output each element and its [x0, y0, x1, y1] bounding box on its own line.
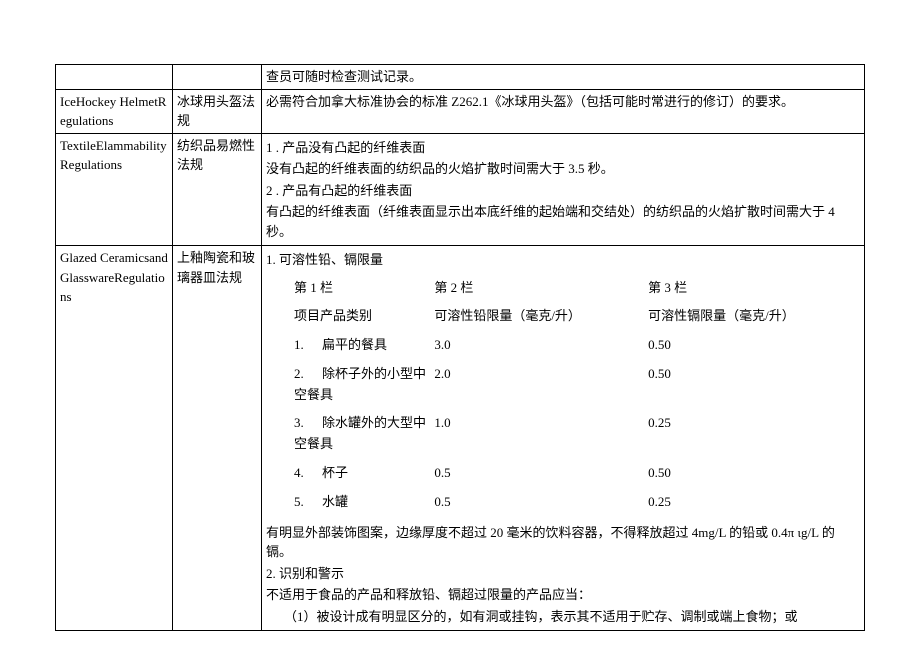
text-line: 没有凸起的纤维表面的纺织品的火焰扩散时间需大于 3.5 秒。: [266, 159, 860, 179]
limits-header-row: 项目产品类别 可溶性铅限量（毫克/升） 可溶性镉限量（毫克/升）: [266, 302, 860, 331]
note-text: 有明显外部装饰图案，边缘厚度不超过 20 毫米的饮料容器，不得释放超过 4mg/…: [266, 523, 860, 562]
limits-data-row: 4.杯子 0.5 0.50: [266, 459, 860, 488]
table-row: Glazed CeramicsandGlasswareRegulations 上…: [56, 246, 865, 631]
row-index: 1.: [294, 335, 322, 356]
cd-value: 0.50: [646, 459, 860, 488]
limits-data-row: 3.除水罐外的大型中空餐具 1.0 0.25: [266, 409, 860, 459]
item-name: 3.除水罐外的大型中空餐具: [266, 409, 432, 459]
row-index: 3.: [294, 413, 322, 434]
cell-content: 1. 可溶性铅、镉限量 第 1 栏 第 2 栏 第 3 栏 项目产品类别 可溶性…: [262, 246, 865, 631]
text-line: 有凸起的纤维表面（纤维表面显示出本底纤维的起始端和交结处）的纺织品的火焰扩散时间…: [266, 202, 860, 241]
cell-en-name: TextileElammabilityRegulations: [56, 133, 173, 246]
limits-data-row: 1.扁平的餐具 3.0 0.50: [266, 331, 860, 360]
cd-value: 0.50: [646, 360, 860, 410]
cell-cn-name: 纺织品易燃性法规: [173, 133, 262, 246]
table-row: TextileElammabilityRegulations 纺织品易燃性法规 …: [56, 133, 865, 246]
text-line: 1 . 产品没有凸起的纤维表面: [266, 138, 860, 158]
limits-table: 第 1 栏 第 2 栏 第 3 栏 项目产品类别 可溶性铅限量（毫克/升） 可溶…: [266, 274, 860, 517]
col-header-top: 第 2 栏: [432, 274, 646, 303]
row-index: 5.: [294, 492, 322, 513]
item-name: 2.除杯子外的小型中空餐具: [266, 360, 432, 410]
cell-en-name: Glazed CeramicsandGlasswareRegulations: [56, 246, 173, 631]
cell-en-name: [56, 65, 173, 90]
row-name: 扁平的餐具: [322, 337, 387, 352]
pb-value: 3.0: [432, 331, 646, 360]
pb-value: 1.0: [432, 409, 646, 459]
cd-value: 0.25: [646, 488, 860, 517]
regulations-table: 查员可随时检查测试记录。 IceHockey HelmetRegulations…: [55, 64, 865, 631]
text-line: 2 . 产品有凸起的纤维表面: [266, 181, 860, 201]
col-header-top: 第 1 栏: [266, 274, 432, 303]
row-index: 2.: [294, 364, 322, 385]
col-header-top: 第 3 栏: [646, 274, 860, 303]
col-header: 可溶性铅限量（毫克/升）: [432, 302, 646, 331]
cell-content: 1 . 产品没有凸起的纤维表面 没有凸起的纤维表面的纺织品的火焰扩散时间需大于 …: [262, 133, 865, 246]
cell-cn-name: 冰球用头盔法规: [173, 89, 262, 133]
cd-value: 0.25: [646, 409, 860, 459]
limits-header-row-top: 第 1 栏 第 2 栏 第 3 栏: [266, 274, 860, 303]
cell-en-name: IceHockey HelmetRegulations: [56, 89, 173, 133]
limits-data-row: 2.除杯子外的小型中空餐具 2.0 0.50: [266, 360, 860, 410]
row-index: 4.: [294, 463, 322, 484]
cell-content: 查员可随时检查测试记录。: [262, 65, 865, 90]
cell-cn-name: [173, 65, 262, 90]
item-name: 1.扁平的餐具: [266, 331, 432, 360]
pb-value: 0.5: [432, 488, 646, 517]
document-page: 查员可随时检查测试记录。 IceHockey HelmetRegulations…: [0, 0, 920, 651]
pb-value: 0.5: [432, 459, 646, 488]
pb-value: 2.0: [432, 360, 646, 410]
cd-value: 0.50: [646, 331, 860, 360]
section-heading: 1. 可溶性铅、镉限量: [266, 250, 860, 270]
section-heading: 2. 识别和警示: [266, 564, 860, 584]
limits-data-row: 5.水罐 0.5 0.25: [266, 488, 860, 517]
cell-cn-name: 上釉陶瓷和玻璃器皿法规: [173, 246, 262, 631]
cell-content: 必需符合加拿大标准协会的标准 Z262.1《冰球用头盔》（包括可能时常进行的修订…: [262, 89, 865, 133]
row-name: 杯子: [322, 465, 348, 480]
item-name: 4.杯子: [266, 459, 432, 488]
table-row: 查员可随时检查测试记录。: [56, 65, 865, 90]
row-name: 水罐: [322, 494, 348, 509]
table-row: IceHockey HelmetRegulations 冰球用头盔法规 必需符合…: [56, 89, 865, 133]
note-text: 不适用于食品的产品和释放铅、镉超过限量的产品应当：: [266, 585, 860, 605]
col-header: 可溶性镉限量（毫克/升）: [646, 302, 860, 331]
note-text: （1）被设计成有明显区分的，如有洞或挂钩，表示其不适用于贮存、调制或端上食物；或: [266, 607, 860, 627]
col-header: 项目产品类别: [266, 302, 432, 331]
item-name: 5.水罐: [266, 488, 432, 517]
